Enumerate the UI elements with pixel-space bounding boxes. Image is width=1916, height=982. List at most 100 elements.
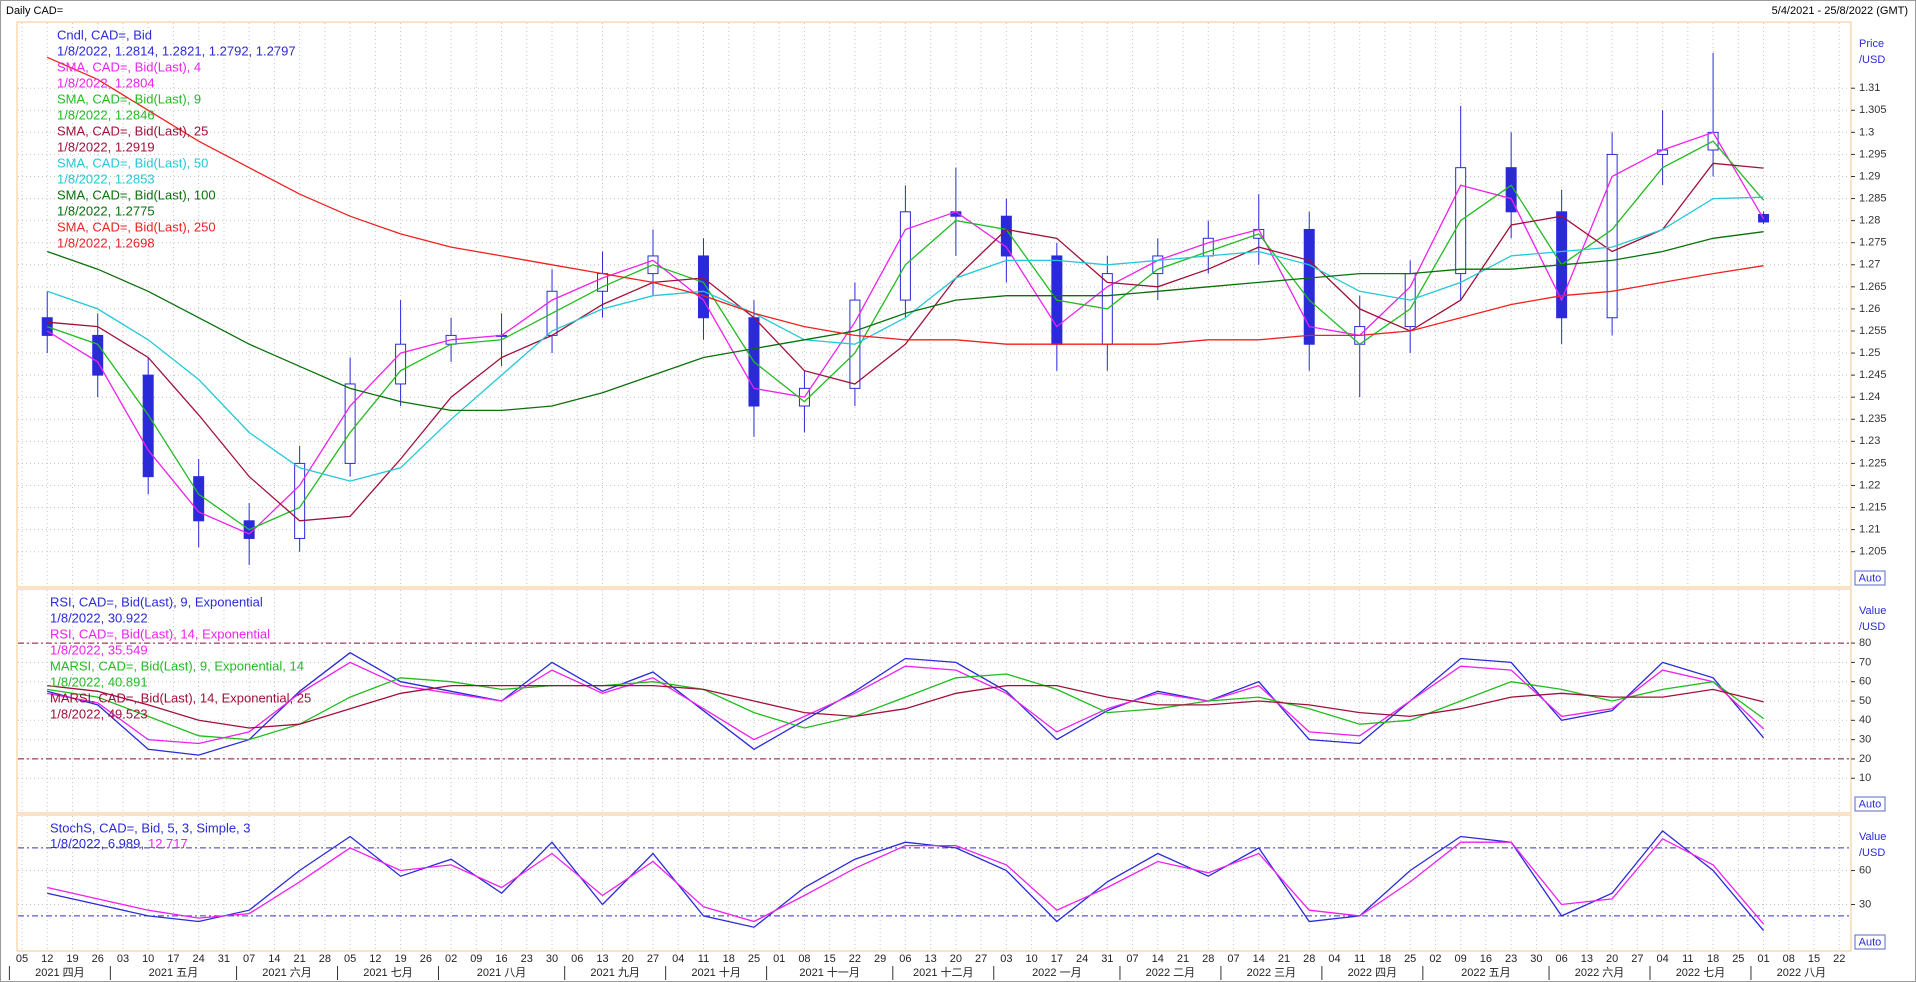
month-label: 2022 三月: [1247, 967, 1297, 979]
x-tick-label: 09: [1455, 953, 1467, 965]
x-tick-label: 28: [319, 953, 331, 965]
y-tick-label: 1.295: [1859, 148, 1887, 160]
month-label: 2022 一月: [1032, 967, 1082, 979]
x-tick-label: 07: [1227, 953, 1239, 965]
x-tick-label: 19: [66, 953, 78, 965]
auto-button[interactable]: [1854, 570, 1886, 586]
candle-body: [899, 211, 911, 301]
x-tick-label: 03: [117, 953, 129, 965]
series-line: [46, 56, 1764, 345]
x-tick-label: 16: [495, 953, 507, 965]
plot-area: [47, 829, 1765, 932]
x-tick-label: 25: [1404, 953, 1416, 965]
y-tick-label: 1.275: [1859, 237, 1887, 249]
y-axis-label: Value: [1859, 831, 1886, 843]
auto-button[interactable]: [1854, 934, 1886, 950]
x-tick-label: 04: [1656, 953, 1668, 965]
y-tick-label: 1.31: [1859, 82, 1880, 94]
y-axis-label: Value: [1859, 605, 1886, 617]
x-tick-label: 24: [193, 953, 205, 965]
x-tick-label: 19: [394, 953, 406, 965]
plot-area: [47, 651, 1765, 756]
month-label: 2021 九月: [590, 966, 640, 979]
auto-button-label[interactable]: Auto: [1859, 936, 1882, 948]
y-tick-label: 1.305: [1859, 104, 1887, 116]
x-tick-label: 30: [1530, 953, 1542, 965]
x-tick-label: 16: [1480, 953, 1492, 965]
x-tick-label: 17: [1051, 953, 1063, 965]
y-tick-label: 1.26: [1859, 303, 1880, 315]
legend-name: RSI, CAD=, Bid(Last), 14, Exponential: [50, 626, 270, 641]
legend-name: SMA, CAD=, Bid(Last), 50: [57, 155, 208, 170]
month-label: 2021 四月: [35, 967, 85, 979]
series-line: [47, 837, 1765, 925]
legend-readout: 1/8/2022, 1.2775: [57, 203, 155, 218]
y-tick-label: 50: [1859, 695, 1871, 707]
series-line: [47, 162, 1764, 522]
y-tick-label: 1.3: [1859, 126, 1874, 138]
auto-button-label[interactable]: Auto: [1859, 572, 1882, 584]
series-line: [47, 661, 1765, 745]
panel-frame: [16, 814, 1852, 952]
legend-readout: 1/8/2022, 1.2853: [57, 171, 155, 186]
x-tick-label: 04: [672, 953, 684, 965]
legend-readout-part: 12.717: [148, 836, 188, 851]
month-label: 2021 六月: [262, 966, 312, 979]
plot-area: [41, 52, 1770, 565]
x-tick-label: 25: [1732, 953, 1744, 965]
x-tick-label: 01: [773, 953, 785, 965]
x-tick-label: 03: [1000, 953, 1012, 965]
candle-body: [697, 255, 709, 319]
x-tick-label: 13: [925, 953, 937, 965]
x-tick-label: 20: [950, 953, 962, 965]
legend-name: SMA, CAD=, Bid(Last), 250: [57, 219, 216, 234]
series-line: [46, 231, 1764, 412]
x-tick-label: 27: [647, 953, 659, 965]
x-tick-label: 30: [546, 953, 558, 965]
x-tick-label: 24: [1076, 953, 1088, 965]
x-tick-label: 31: [218, 953, 230, 965]
month-label: 2022 五月: [1461, 967, 1511, 979]
y-tick-label: 30: [1859, 734, 1871, 746]
y-tick-label: 80: [1859, 637, 1871, 649]
x-tick-label: 20: [1606, 953, 1618, 965]
legend-readout: 1/8/2022, 40.891: [50, 674, 148, 689]
series-line: [46, 131, 1765, 535]
candle-body: [1606, 153, 1618, 319]
auto-button-label[interactable]: Auto: [1859, 798, 1882, 810]
x-tick-label: 22: [849, 953, 861, 965]
y-tick-label: 10: [1859, 772, 1871, 784]
x-tick-label: 01: [1757, 953, 1769, 965]
legend-name: Cndl, CAD=, Bid: [57, 27, 152, 42]
x-tick-label: 23: [1505, 953, 1517, 965]
legend-name: SMA, CAD=, Bid(Last), 9: [57, 91, 201, 106]
auto-button[interactable]: [1854, 796, 1886, 812]
x-tick-label: 07: [243, 953, 255, 965]
x-tick-label: 13: [1581, 953, 1593, 965]
x-tick-label: 05: [344, 953, 356, 965]
x-tick-label: 10: [1025, 953, 1037, 965]
x-tick-label: 14: [1253, 953, 1265, 965]
y-tick-label: 1.25: [1859, 347, 1880, 359]
y-tick-label: 1.27: [1859, 259, 1880, 271]
legend-readout: 1/8/2022, 49.523: [50, 706, 148, 721]
y-tick-label: 1.215: [1859, 501, 1887, 513]
month-label: 2022 八月: [1777, 967, 1827, 979]
month-label: 2021 八月: [477, 967, 527, 979]
x-tick-label: 28: [1303, 953, 1315, 965]
y-tick-label: 1.225: [1859, 457, 1887, 469]
y-axis-unit: /USD: [1859, 54, 1885, 66]
series-line: [46, 140, 1765, 531]
month-label: 2022 六月: [1575, 966, 1625, 979]
x-tick-label: 28: [1202, 953, 1214, 965]
legend-name: MARSI, CAD=, Bid(Last), 14, Exponential,…: [50, 690, 311, 705]
candle-body: [395, 343, 407, 385]
month-label: 2021 十二月: [913, 965, 974, 979]
x-tick-label: 10: [142, 953, 154, 965]
y-tick-label: 60: [1859, 864, 1871, 876]
x-tick-label: 15: [824, 953, 836, 965]
x-tick-label: 02: [1429, 953, 1441, 965]
month-label: 2021 十一月: [799, 965, 860, 979]
x-tick-label: 07: [1126, 953, 1138, 965]
series-line: [46, 196, 1764, 482]
